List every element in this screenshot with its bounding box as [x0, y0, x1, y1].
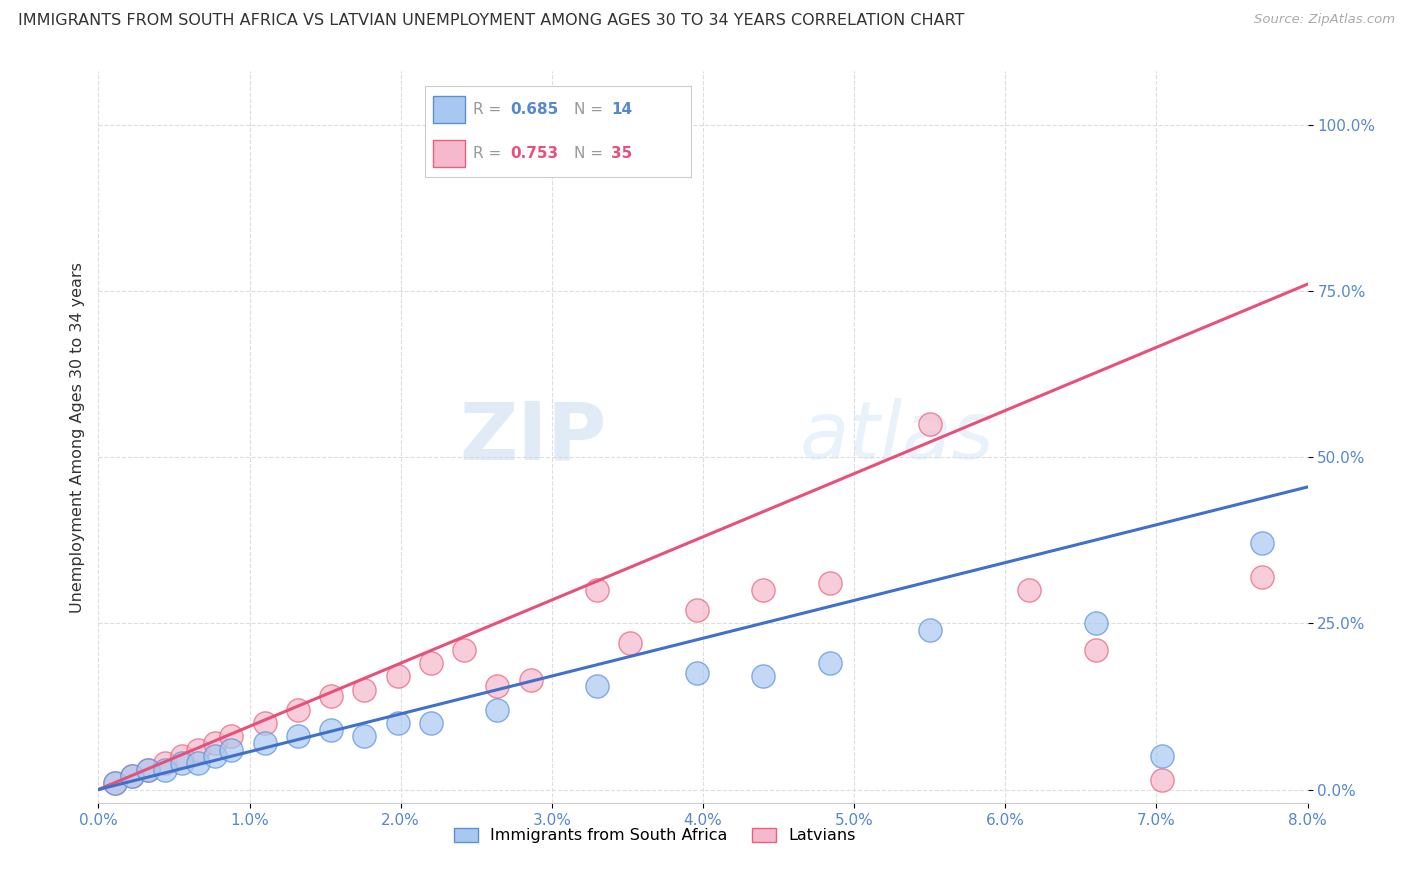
- Point: [510, 582, 533, 597]
- Point: [239, 656, 262, 670]
- Point: [465, 623, 488, 637]
- Text: atlas: atlas: [800, 398, 994, 476]
- Point: [571, 749, 593, 764]
- Point: [125, 749, 148, 764]
- Point: [141, 736, 163, 750]
- Point: [148, 742, 170, 756]
- Point: [208, 729, 231, 743]
- Point: [110, 763, 132, 777]
- Point: [132, 756, 155, 770]
- Point: [723, 497, 745, 511]
- Point: [94, 776, 117, 790]
- Point: [132, 742, 155, 756]
- Point: [329, 636, 352, 650]
- Point: [148, 729, 170, 743]
- Point: [94, 776, 117, 790]
- Point: [360, 666, 382, 681]
- Point: [1267, 476, 1289, 491]
- Point: [110, 763, 132, 777]
- Point: [692, 497, 714, 511]
- Point: [179, 703, 201, 717]
- Point: [269, 703, 291, 717]
- Point: [163, 716, 186, 731]
- Point: [163, 736, 186, 750]
- Point: [420, 576, 443, 591]
- Point: [692, 536, 714, 550]
- Text: ZIP: ZIP: [458, 398, 606, 476]
- Text: Source: ZipAtlas.com: Source: ZipAtlas.com: [1254, 13, 1395, 27]
- Point: [616, 536, 638, 550]
- Point: [314, 582, 336, 597]
- Point: [253, 643, 276, 657]
- Point: [1070, 716, 1092, 731]
- Y-axis label: Unemployment Among Ages 30 to 34 years: Unemployment Among Ages 30 to 34 years: [69, 261, 84, 613]
- Point: [193, 723, 215, 737]
- Text: IMMIGRANTS FROM SOUTH AFRICA VS LATVIAN UNEMPLOYMENT AMONG AGES 30 TO 34 YEARS C: IMMIGRANTS FROM SOUTH AFRICA VS LATVIAN …: [18, 13, 965, 29]
- Legend: Immigrants from South Africa, Latvians: Immigrants from South Africa, Latvians: [447, 822, 862, 850]
- Point: [465, 417, 488, 431]
- Point: [1220, 732, 1243, 747]
- Point: [918, 497, 941, 511]
- Point: [1267, 118, 1289, 132]
- Point: [125, 756, 148, 770]
- Point: [239, 716, 262, 731]
- Point: [314, 680, 336, 694]
- Point: [269, 680, 291, 694]
- Point: [540, 643, 562, 657]
- Point: [571, 772, 593, 787]
- Point: [141, 749, 163, 764]
- Point: [389, 669, 412, 683]
- Point: [208, 682, 231, 697]
- Point: [844, 749, 866, 764]
- Point: [193, 690, 215, 704]
- Point: [616, 570, 638, 584]
- Point: [1146, 118, 1168, 132]
- Point: [389, 582, 412, 597]
- Point: [179, 729, 201, 743]
- Point: [224, 669, 246, 683]
- Point: [844, 616, 866, 631]
- Point: [224, 716, 246, 731]
- Point: [994, 729, 1017, 743]
- Point: [118, 756, 141, 770]
- Point: [284, 673, 307, 687]
- Point: [994, 490, 1017, 504]
- Point: [540, 616, 562, 631]
- Point: [360, 603, 382, 617]
- Point: [103, 769, 125, 783]
- Point: [103, 769, 125, 783]
- Point: [118, 763, 141, 777]
- Point: [420, 656, 443, 670]
- Point: [661, 582, 683, 597]
